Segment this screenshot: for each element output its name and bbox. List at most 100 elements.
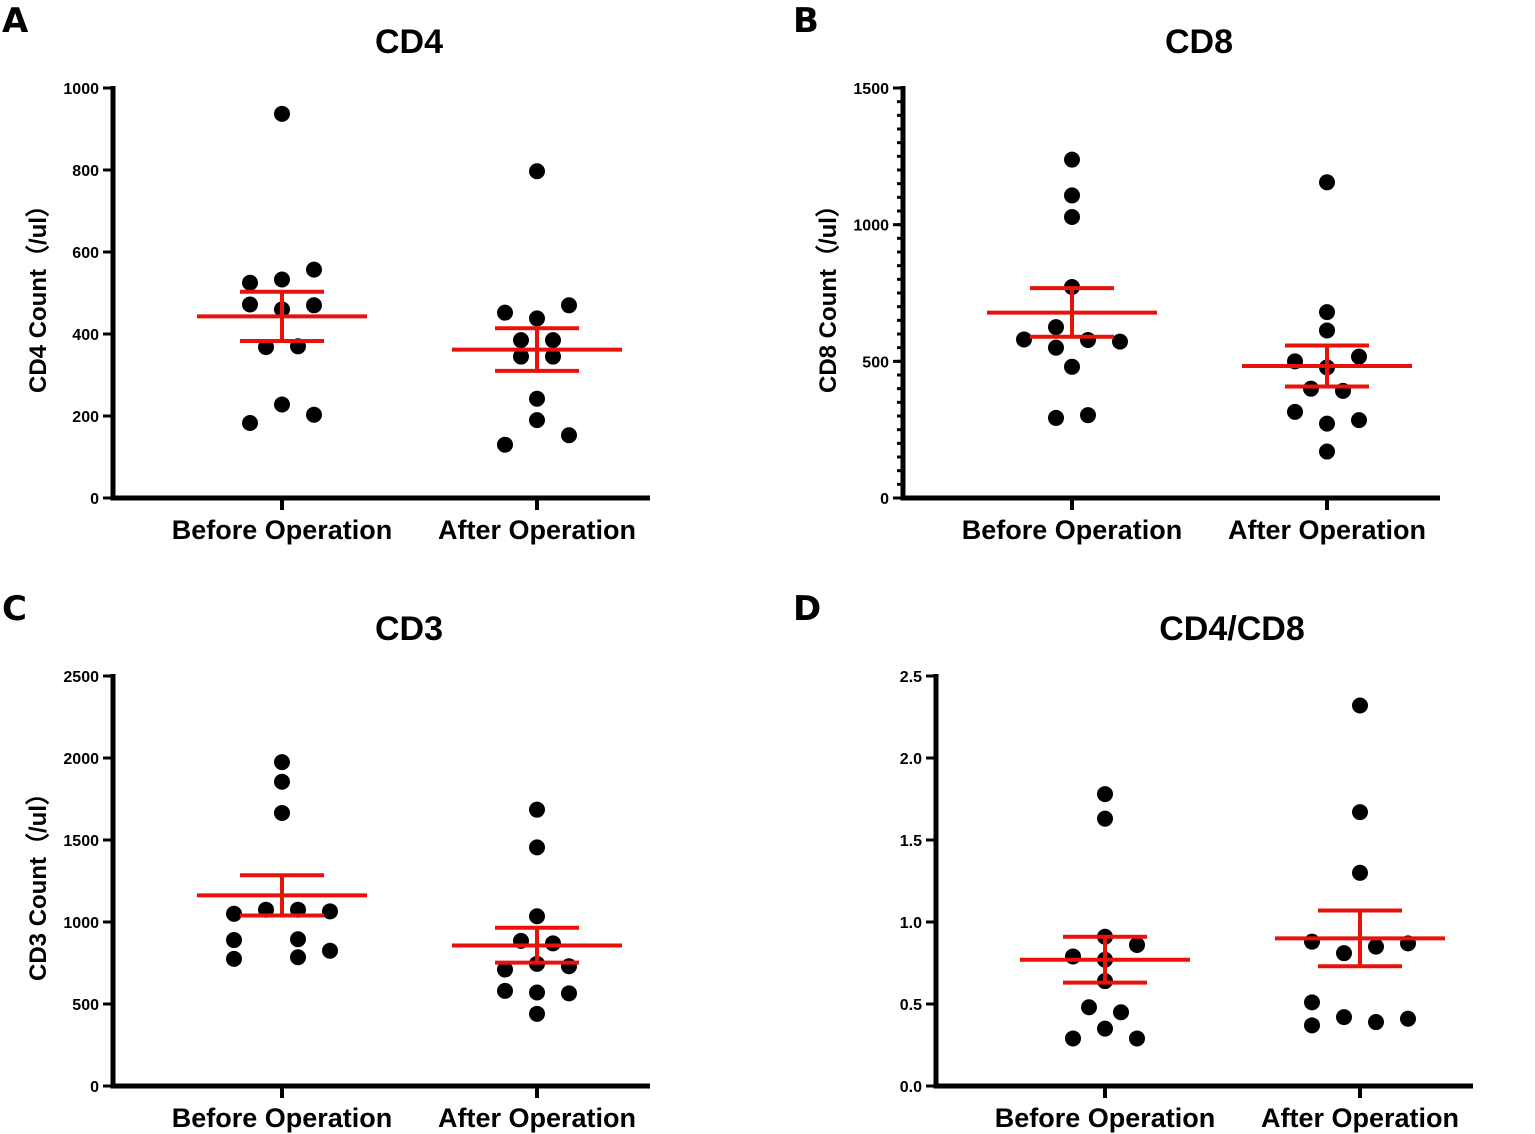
data-point (1064, 209, 1080, 226)
data-point (513, 332, 529, 349)
data-point (545, 348, 561, 365)
data-point (1319, 304, 1335, 321)
y-axis-title: CD8 Count（/ul） (815, 193, 842, 393)
chart-title: CD4 (375, 23, 443, 61)
data-point (226, 932, 242, 949)
chart-title: CD4/CD8 (1159, 610, 1304, 648)
data-point (242, 414, 258, 431)
data-point (1065, 1030, 1081, 1047)
y-tick-label: 0 (90, 491, 99, 508)
x-category-label: Before Operation (995, 1103, 1216, 1133)
data-point (1064, 151, 1080, 168)
series-1 (1242, 174, 1412, 460)
data-point (1016, 331, 1032, 348)
data-point (1368, 1014, 1384, 1031)
data-point (306, 406, 322, 423)
data-point (529, 908, 545, 925)
panel-letter: A (2, 1, 29, 41)
y-tick-label: 600 (72, 245, 99, 262)
data-point (529, 163, 545, 180)
series-0 (197, 754, 367, 967)
x-category-label: After Operation (1261, 1103, 1459, 1133)
series-1 (452, 163, 622, 453)
y-tick-label: 200 (72, 409, 99, 426)
data-point (529, 839, 545, 856)
data-point (1097, 1020, 1113, 1037)
data-point (529, 310, 545, 327)
x-category-label: After Operation (1228, 515, 1426, 545)
data-point (274, 804, 290, 821)
data-point (529, 801, 545, 818)
data-point (529, 1005, 545, 1022)
y-axis-title: CD3 Count（/ul） (25, 781, 52, 981)
data-point (1336, 1009, 1352, 1026)
panel-b: B CD8 CD8 Count（/ul） 0 500 1000 1500 Before Ope… (793, 1, 1440, 545)
data-point (1304, 994, 1320, 1011)
y-tick-label: 0 (90, 1079, 99, 1096)
data-point (1304, 1017, 1320, 1034)
y-axis-title: CD4 Count（/ul） (25, 193, 52, 393)
data-point (1113, 1004, 1129, 1021)
data-point (561, 985, 577, 1002)
data-point (1081, 999, 1097, 1016)
data-point (322, 903, 338, 920)
x-category-label: After Operation (438, 1103, 636, 1133)
data-point (290, 949, 306, 966)
x-category-label: After Operation (438, 515, 636, 545)
data-point (1048, 339, 1064, 356)
data-point (226, 905, 242, 922)
y-tick-label: 1000 (63, 915, 99, 932)
data-point (1064, 358, 1080, 375)
data-point (1319, 174, 1335, 191)
data-point (242, 296, 258, 313)
data-point (1352, 864, 1368, 881)
panel-a: A CD4 CD4 Count（/ul） 0 200 400 600 800 1000 Befor… (2, 1, 650, 545)
data-point (274, 271, 290, 288)
y-tick-label: 0.0 (900, 1079, 922, 1096)
series-0 (197, 105, 367, 431)
data-point (545, 332, 561, 349)
data-point (1064, 187, 1080, 204)
data-point (258, 339, 274, 356)
y-tick-label: 400 (72, 327, 99, 344)
data-point (242, 274, 258, 291)
y-tick-label: 2.0 (900, 751, 922, 768)
series-0 (987, 151, 1157, 426)
data-point (1097, 786, 1113, 803)
chart-title: CD3 (375, 610, 443, 648)
data-point (561, 297, 577, 314)
data-point (497, 436, 513, 453)
data-point (1319, 443, 1335, 460)
data-point (1112, 333, 1128, 350)
x-category-label: Before Operation (172, 515, 393, 545)
y-tick-label: 1.0 (900, 915, 922, 932)
data-point (1351, 348, 1367, 365)
panel-letter: D (793, 589, 821, 629)
data-point (274, 773, 290, 790)
panel-letter: B (793, 1, 819, 41)
x-category-label: Before Operation (962, 515, 1183, 545)
data-point (1336, 945, 1352, 962)
data-point (274, 396, 290, 413)
panel-d: D CD4/CD8 0.0 0.5 1.0 1.5 2.0 2.5 Before Operati… (793, 589, 1473, 1133)
data-point (274, 105, 290, 122)
data-point (497, 961, 513, 978)
data-point (545, 935, 561, 952)
data-point (497, 982, 513, 999)
data-point (1048, 319, 1064, 336)
data-point (561, 427, 577, 444)
series-0 (1020, 786, 1190, 1047)
data-point (322, 942, 338, 959)
data-point (1400, 1010, 1416, 1027)
y-tick-label: 1000 (853, 218, 889, 235)
data-point (306, 261, 322, 278)
panel-c: C CD3 CD3 Count（/ul） 0 500 1000 1500 2000 2500 Be… (2, 589, 650, 1133)
data-point (1129, 936, 1145, 953)
data-point (1319, 322, 1335, 339)
data-point (1303, 380, 1319, 397)
data-point (1048, 409, 1064, 426)
data-point (226, 950, 242, 967)
series-1 (1275, 697, 1445, 1034)
data-point (1351, 412, 1367, 429)
